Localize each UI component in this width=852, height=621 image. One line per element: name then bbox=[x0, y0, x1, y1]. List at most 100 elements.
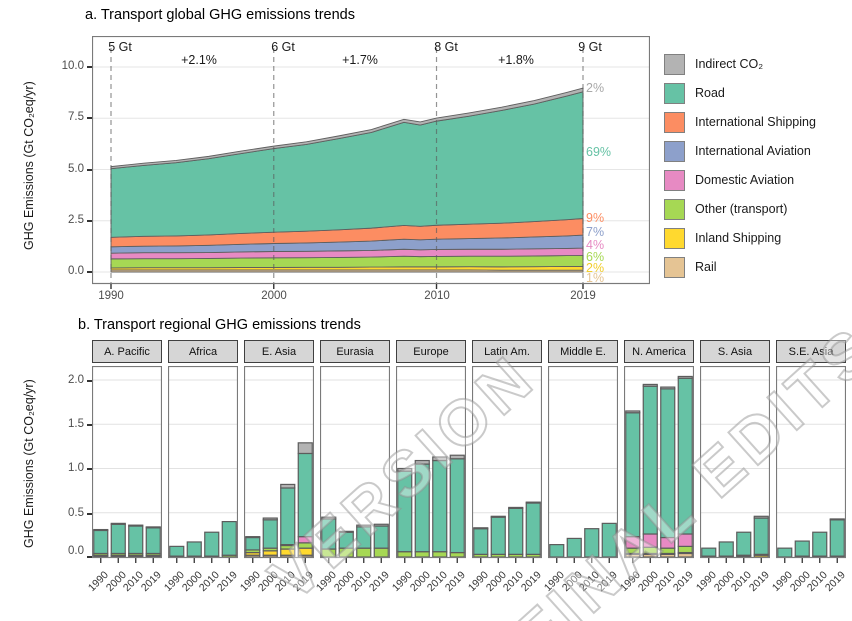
gt-label-2010: 8 Gt bbox=[434, 40, 458, 54]
panel-a-ytickmark bbox=[87, 271, 92, 273]
facet-a-pacific: A. Pacific 1990 2000 2010 2019 bbox=[86, 340, 164, 616]
facet-x-labels: 1990 2000 2010 2019 bbox=[466, 566, 544, 616]
facet-strip: Europe bbox=[396, 340, 466, 363]
panel-b-ytickmark bbox=[87, 468, 92, 470]
facet-x-labels: 1990 2000 2010 2019 bbox=[238, 566, 316, 616]
facet-x-labels: 1990 2000 2010 2019 bbox=[86, 566, 164, 616]
panel-a-ytick-7-5: 7.5 bbox=[68, 111, 84, 123]
panel-a-xtick-2019: 2019 bbox=[570, 290, 596, 302]
facet-bar-chart bbox=[548, 366, 618, 563]
facet-x-tick-label: 2019 bbox=[822, 569, 848, 595]
facet-bar-chart bbox=[244, 366, 314, 563]
facet-europe: Europe 1990 2000 2010 2019 bbox=[390, 340, 468, 616]
legend-swatch-indirect-co2 bbox=[664, 54, 685, 75]
panel-b-title: b. Transport regional GHG emissions tren… bbox=[78, 317, 361, 333]
facet-x-labels: 1990 2000 2010 2019 bbox=[694, 566, 772, 616]
panel-b-ytick-0: 0.0 bbox=[68, 545, 84, 557]
panel-b-ytickmark bbox=[87, 513, 92, 515]
facet-strip: N. America bbox=[624, 340, 694, 363]
facet-middle-e: Middle E. 1990 2000 2010 2019 bbox=[542, 340, 620, 616]
gt-label-2000: 6 Gt bbox=[271, 40, 295, 54]
legend-swatch-road bbox=[664, 83, 685, 104]
panel-b-ytickmark bbox=[87, 380, 92, 382]
legend-swatch-rail bbox=[664, 257, 685, 278]
pct-rail: 1% bbox=[586, 271, 605, 285]
facet-x-tick-label: 2019 bbox=[214, 569, 240, 595]
growth-label-2000-2010: +1.7% bbox=[342, 53, 378, 67]
growth-label-2010-2019: +1.8% bbox=[498, 53, 534, 67]
panel-a-ytickmark bbox=[87, 169, 92, 171]
facet-strip: Latin Am. bbox=[472, 340, 542, 363]
facet-x-tick-label: 2019 bbox=[290, 569, 316, 595]
facet-x-tick-label: 2019 bbox=[594, 569, 620, 595]
pct-road: 69% bbox=[586, 145, 612, 159]
facet-se-asia: S.E. Asia 1990 2000 2010 2019 bbox=[770, 340, 848, 616]
panel-a-ytick-0: 0.0 bbox=[68, 265, 84, 277]
panel-a-title: a. Transport global GHG emissions trends bbox=[85, 7, 355, 23]
facet-bar-chart bbox=[168, 366, 238, 563]
facet-s-asia: S. Asia 1990 2000 2010 2019 bbox=[694, 340, 772, 616]
facet-x-tick-label: 2019 bbox=[366, 569, 392, 595]
growth-label-1990-2000: +2.1% bbox=[181, 53, 217, 67]
facet-bar-chart bbox=[776, 366, 846, 563]
facet-bar-chart bbox=[624, 366, 694, 563]
facet-x-labels: 1990 2000 2010 2019 bbox=[618, 566, 696, 616]
panel-a-ytick-2-5: 2.5 bbox=[68, 214, 84, 226]
panel-b-ytick-2: 2.0 bbox=[68, 374, 84, 386]
pct-inland-shipping: 2% bbox=[586, 261, 605, 275]
facet-x-tick-label: 2019 bbox=[670, 569, 696, 595]
regional-facets: A. Pacific 1990 2000 2010 2019 Africa 1990 2… bbox=[86, 340, 848, 616]
facet-bar-chart bbox=[92, 366, 162, 563]
facet-x-tick-label: 2019 bbox=[746, 569, 772, 595]
panel-a-ytickmark bbox=[87, 117, 92, 119]
facet-bar-chart bbox=[472, 366, 542, 563]
panel-a-ytick-5: 5.0 bbox=[68, 163, 84, 175]
legend-label: Road bbox=[695, 86, 725, 100]
facet-eurasia: Eurasia 1990 2000 2010 2019 bbox=[314, 340, 392, 616]
global-emissions-area-chart bbox=[92, 36, 650, 289]
facet-n-america: N. America 1990 2000 2010 2019 bbox=[618, 340, 696, 616]
panel-b-ytickmark bbox=[87, 424, 92, 426]
legend-label: Domestic Aviation bbox=[695, 173, 795, 187]
panel-a-xtick-1990: 1990 bbox=[98, 290, 124, 302]
facet-strip: E. Asia bbox=[244, 340, 314, 363]
panel-a-xtick-2010: 2010 bbox=[424, 290, 450, 302]
legend-label: Other (transport) bbox=[695, 202, 788, 216]
panel-b-ytick-1: 1.0 bbox=[68, 462, 84, 474]
panel-a-y-axis-label: GHG Emissions (Gt CO₂eq/yr) bbox=[22, 81, 36, 250]
facet-x-tick-label: 2019 bbox=[518, 569, 544, 595]
facet-strip: Eurasia bbox=[320, 340, 390, 363]
facet-x-tick-label: 2019 bbox=[138, 569, 164, 595]
facet-strip: A. Pacific bbox=[92, 340, 162, 363]
panel-a-ytick-10: 10.0 bbox=[61, 60, 84, 72]
legend-label: Rail bbox=[695, 260, 717, 274]
facet-latin-am: Latin Am. 1990 2000 2010 2019 bbox=[466, 340, 544, 616]
pct-international-shipping: 9% bbox=[586, 211, 605, 225]
pct-other-transport: 6% bbox=[586, 250, 605, 264]
facet-x-labels: 1990 2000 2010 2019 bbox=[542, 566, 620, 616]
gt-label-1990: 5 Gt bbox=[108, 40, 132, 54]
legend-swatch-inland-shipping bbox=[664, 228, 685, 249]
legend-swatch-international-shipping bbox=[664, 112, 685, 133]
panel-a-ytickmark bbox=[87, 220, 92, 222]
facet-strip: S.E. Asia bbox=[776, 340, 846, 363]
facet-strip: Africa bbox=[168, 340, 238, 363]
facet-x-tick-label: 2019 bbox=[442, 569, 468, 595]
legend-swatch-domestic-aviation bbox=[664, 170, 685, 191]
panel-b-ytick-1-5: 1.5 bbox=[68, 418, 84, 430]
facet-x-labels: 1990 2000 2010 2019 bbox=[314, 566, 392, 616]
panel-a-xtick-2000: 2000 bbox=[261, 290, 287, 302]
legend-label: Indirect CO₂ bbox=[695, 57, 764, 71]
pct-international-aviation: 7% bbox=[586, 225, 605, 239]
legend-label: International Aviation bbox=[695, 144, 811, 158]
facet-africa: Africa 1990 2000 2010 2019 bbox=[162, 340, 240, 616]
facet-x-labels: 1990 2000 2010 2019 bbox=[390, 566, 468, 616]
pct-indirect-co2: 2% bbox=[586, 81, 605, 95]
panel-a-ytickmark bbox=[87, 66, 92, 68]
facet-bar-chart bbox=[700, 366, 770, 563]
legend-swatch-international-aviation bbox=[664, 141, 685, 162]
facet-strip: S. Asia bbox=[700, 340, 770, 363]
facet-bar-chart bbox=[320, 366, 390, 563]
facet-bar-chart bbox=[396, 366, 466, 563]
